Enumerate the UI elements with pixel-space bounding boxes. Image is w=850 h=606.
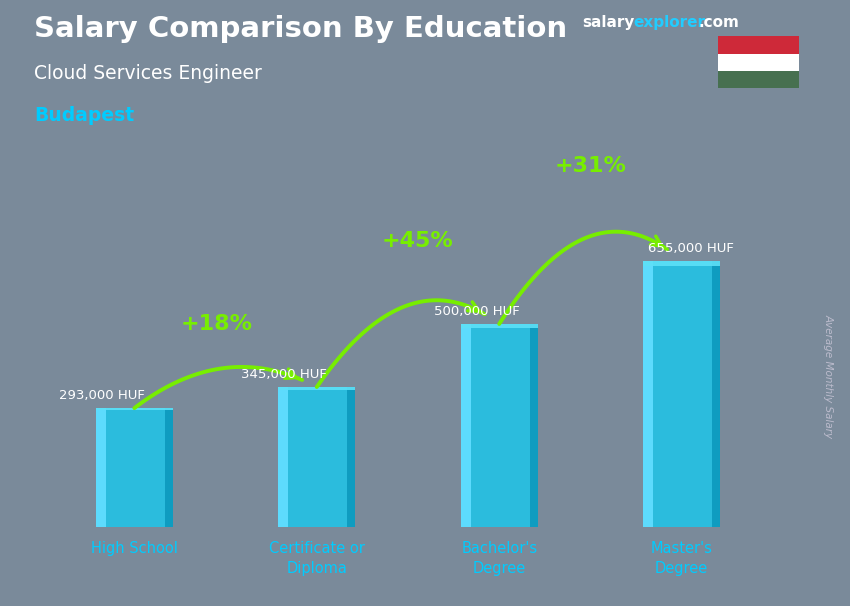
Bar — [461, 324, 537, 328]
Bar — [643, 261, 720, 266]
Text: Cloud Services Engineer: Cloud Services Engineer — [34, 64, 262, 82]
Text: .com: .com — [699, 15, 740, 30]
Bar — [530, 324, 537, 527]
Bar — [643, 261, 654, 527]
Text: Average Monthly Salary: Average Monthly Salary — [824, 314, 834, 438]
Bar — [643, 261, 720, 527]
Text: salary: salary — [582, 15, 635, 30]
Text: +45%: +45% — [382, 231, 453, 251]
Bar — [279, 387, 355, 527]
Bar — [96, 408, 173, 527]
Bar — [461, 324, 471, 527]
Bar — [96, 408, 173, 410]
Text: 500,000 HUF: 500,000 HUF — [434, 305, 520, 318]
Bar — [165, 408, 173, 527]
Bar — [279, 387, 355, 390]
Bar — [279, 387, 288, 527]
Text: 345,000 HUF: 345,000 HUF — [241, 368, 327, 381]
Text: 655,000 HUF: 655,000 HUF — [648, 242, 734, 255]
Text: +31%: +31% — [554, 156, 626, 176]
Text: explorer: explorer — [633, 15, 706, 30]
Bar — [712, 261, 720, 527]
Text: Budapest: Budapest — [34, 106, 134, 125]
Bar — [96, 408, 106, 527]
Text: Salary Comparison By Education: Salary Comparison By Education — [34, 15, 567, 43]
Text: 293,000 HUF: 293,000 HUF — [59, 389, 144, 402]
Bar — [461, 324, 537, 527]
Text: +18%: +18% — [180, 314, 252, 334]
Bar — [348, 387, 355, 527]
